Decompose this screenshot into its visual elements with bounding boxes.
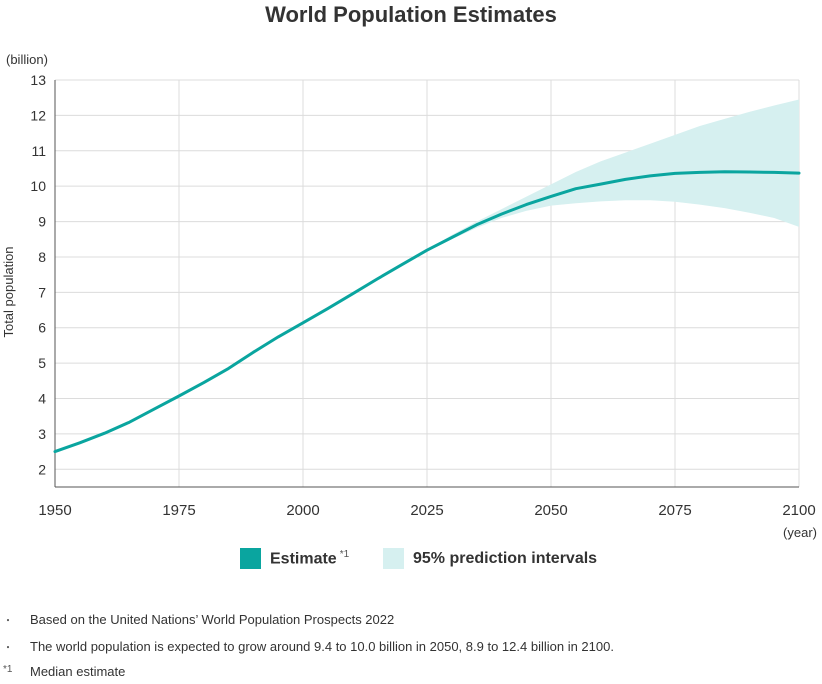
y-tick-label: 5 xyxy=(38,355,46,371)
y-tick-label: 4 xyxy=(38,391,46,407)
y-tick-label: 11 xyxy=(31,143,46,159)
chart-title: World Population Estimates xyxy=(265,2,557,27)
chart-legend: Estimate *1 95% prediction intervals xyxy=(0,548,822,574)
legend-item-estimate: Estimate *1 xyxy=(240,548,349,569)
y-tick-label: 10 xyxy=(30,178,46,194)
y-tick-label: 13 xyxy=(30,72,46,88)
y-axis-label: Total population xyxy=(1,246,16,337)
x-tick-label: 2100 xyxy=(782,502,815,519)
y-tick-label: 12 xyxy=(30,107,46,123)
estimate-swatch xyxy=(240,548,261,569)
legend-estimate-text: Estimate xyxy=(270,550,337,568)
legend-item-interval: 95% prediction intervals xyxy=(383,548,597,569)
y-tick-label: 8 xyxy=(38,249,46,265)
legend-label-estimate: Estimate *1 xyxy=(270,549,349,568)
x-tick-label: 2000 xyxy=(286,502,319,519)
x-tick-label: 2025 xyxy=(410,502,443,519)
y-tick-label: 3 xyxy=(38,426,46,442)
prediction-interval-band xyxy=(412,99,799,259)
y-tick-label: 6 xyxy=(38,320,46,336)
population-chart: 2 3 4 5 6 7 8 9 10 11 12 13 1950 1975 2000 2025 2050 2075… xyxy=(1,52,817,540)
footnote-mark: ・ xyxy=(3,643,13,654)
interval-swatch xyxy=(383,548,404,569)
x-tick-label: 2050 xyxy=(534,502,567,519)
legend-estimate-sup: *1 xyxy=(339,548,350,560)
footnote-text: Median estimate xyxy=(30,664,126,679)
y-tick-label: 2 xyxy=(38,461,46,477)
y-tick-label: 7 xyxy=(38,284,46,300)
footnote-text: The world population is expected to grow… xyxy=(30,639,614,654)
estimate-line xyxy=(53,170,801,454)
x-tick-label: 1950 xyxy=(38,502,71,519)
x-unit-label: (year) xyxy=(783,525,817,540)
y-tick-label: 9 xyxy=(38,214,46,230)
footnote-text: Based on the United Nations’ World Popul… xyxy=(30,612,395,627)
legend-label-interval: 95% prediction intervals xyxy=(413,549,598,567)
footnote-mark: ・ xyxy=(3,616,13,627)
footnote-mark: *1 xyxy=(3,664,13,675)
y-unit-label: (billion) xyxy=(6,52,48,67)
x-tick-label: 1975 xyxy=(162,502,195,519)
x-tick-label: 2075 xyxy=(658,502,691,519)
